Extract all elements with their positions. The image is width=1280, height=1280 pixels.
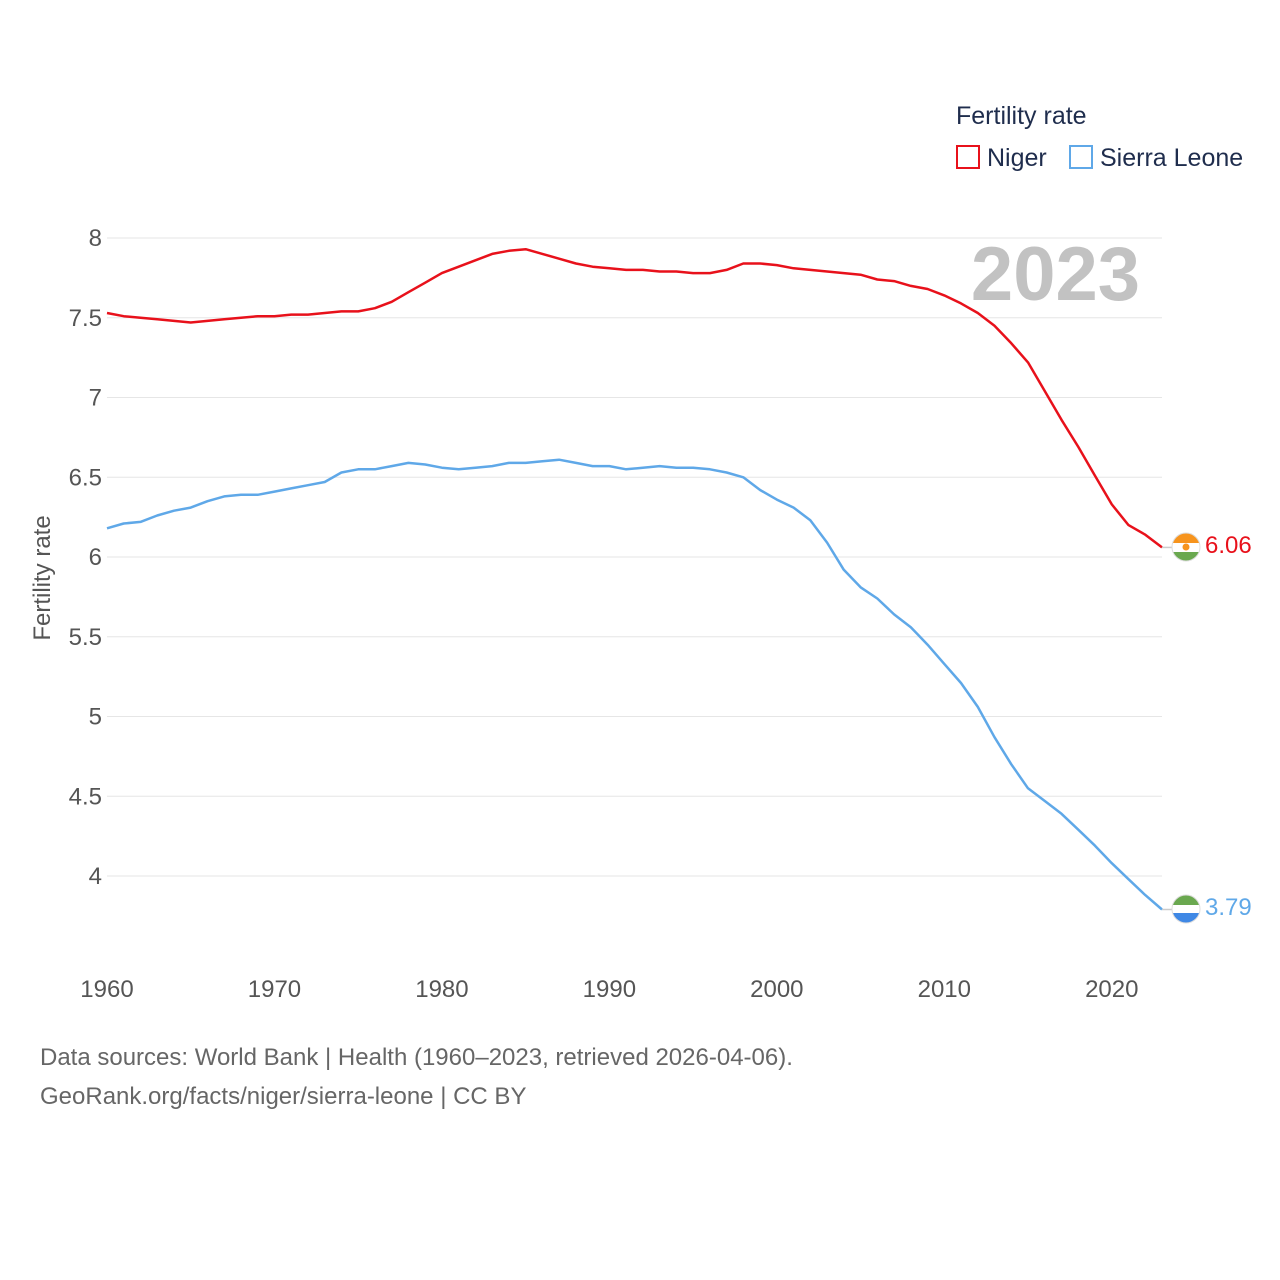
niger-flag-icon <box>1171 532 1201 562</box>
footer-sources: Data sources: World Bank | Health (1960–… <box>40 1044 793 1071</box>
legend-swatch-sierra-leone <box>1069 145 1093 169</box>
x-tick-label: 1980 <box>415 976 468 1003</box>
series-line-sierra-leone[interactable] <box>106 458 1163 911</box>
legend-title: Fertility rate <box>956 102 1087 130</box>
y-tick-label: 7.5 <box>69 305 102 332</box>
end-value-niger: 6.06 <box>1205 532 1252 559</box>
legend-item-sierra-leone[interactable]: Sierra Leone <box>1069 144 1243 172</box>
y-tick-label: 7 <box>89 385 102 412</box>
y-tick-label: 4.5 <box>69 783 102 810</box>
x-tick-label: 1970 <box>248 976 301 1003</box>
y-tick-label: 5.5 <box>69 624 102 651</box>
sierra-leone-flag-icon <box>1171 894 1201 924</box>
x-axis: 1960 1970 1980 1990 2000 2010 2020 <box>80 976 1138 1003</box>
y-axis-title: Fertility rate <box>29 515 56 640</box>
fertility-chart: Fertility rate Niger Sierra Leone 4 4.5 5 5… <box>29 102 1252 1003</box>
x-tick-label: 1990 <box>583 976 636 1003</box>
gridlines <box>107 237 1162 877</box>
legend-label-niger: Niger <box>987 144 1047 172</box>
y-tick-label: 4 <box>89 863 102 890</box>
x-tick-label: 2010 <box>918 976 971 1003</box>
y-tick-label: 8 <box>89 225 102 252</box>
legend-label-sierra-leone: Sierra Leone <box>1100 144 1243 172</box>
year-label: 2023 <box>971 232 1140 317</box>
end-value-sierra-leone: 3.79 <box>1205 894 1252 921</box>
series-line-niger[interactable] <box>106 247 1163 549</box>
footer-attribution: GeoRank.org/facts/niger/sierra-leone | C… <box>40 1083 527 1110</box>
y-tick-label: 6 <box>89 544 102 571</box>
legend-swatch-niger <box>956 145 980 169</box>
y-tick-label: 5 <box>89 704 102 731</box>
y-axis: 4 4.5 5 5.5 6 6.5 7 7.5 8 <box>69 225 102 890</box>
legend-item-niger[interactable]: Niger <box>956 144 1047 172</box>
x-tick-label: 2020 <box>1085 976 1138 1003</box>
x-tick-label: 2000 <box>750 976 803 1003</box>
x-tick-label: 1960 <box>80 976 133 1003</box>
y-tick-label: 6.5 <box>69 464 102 491</box>
